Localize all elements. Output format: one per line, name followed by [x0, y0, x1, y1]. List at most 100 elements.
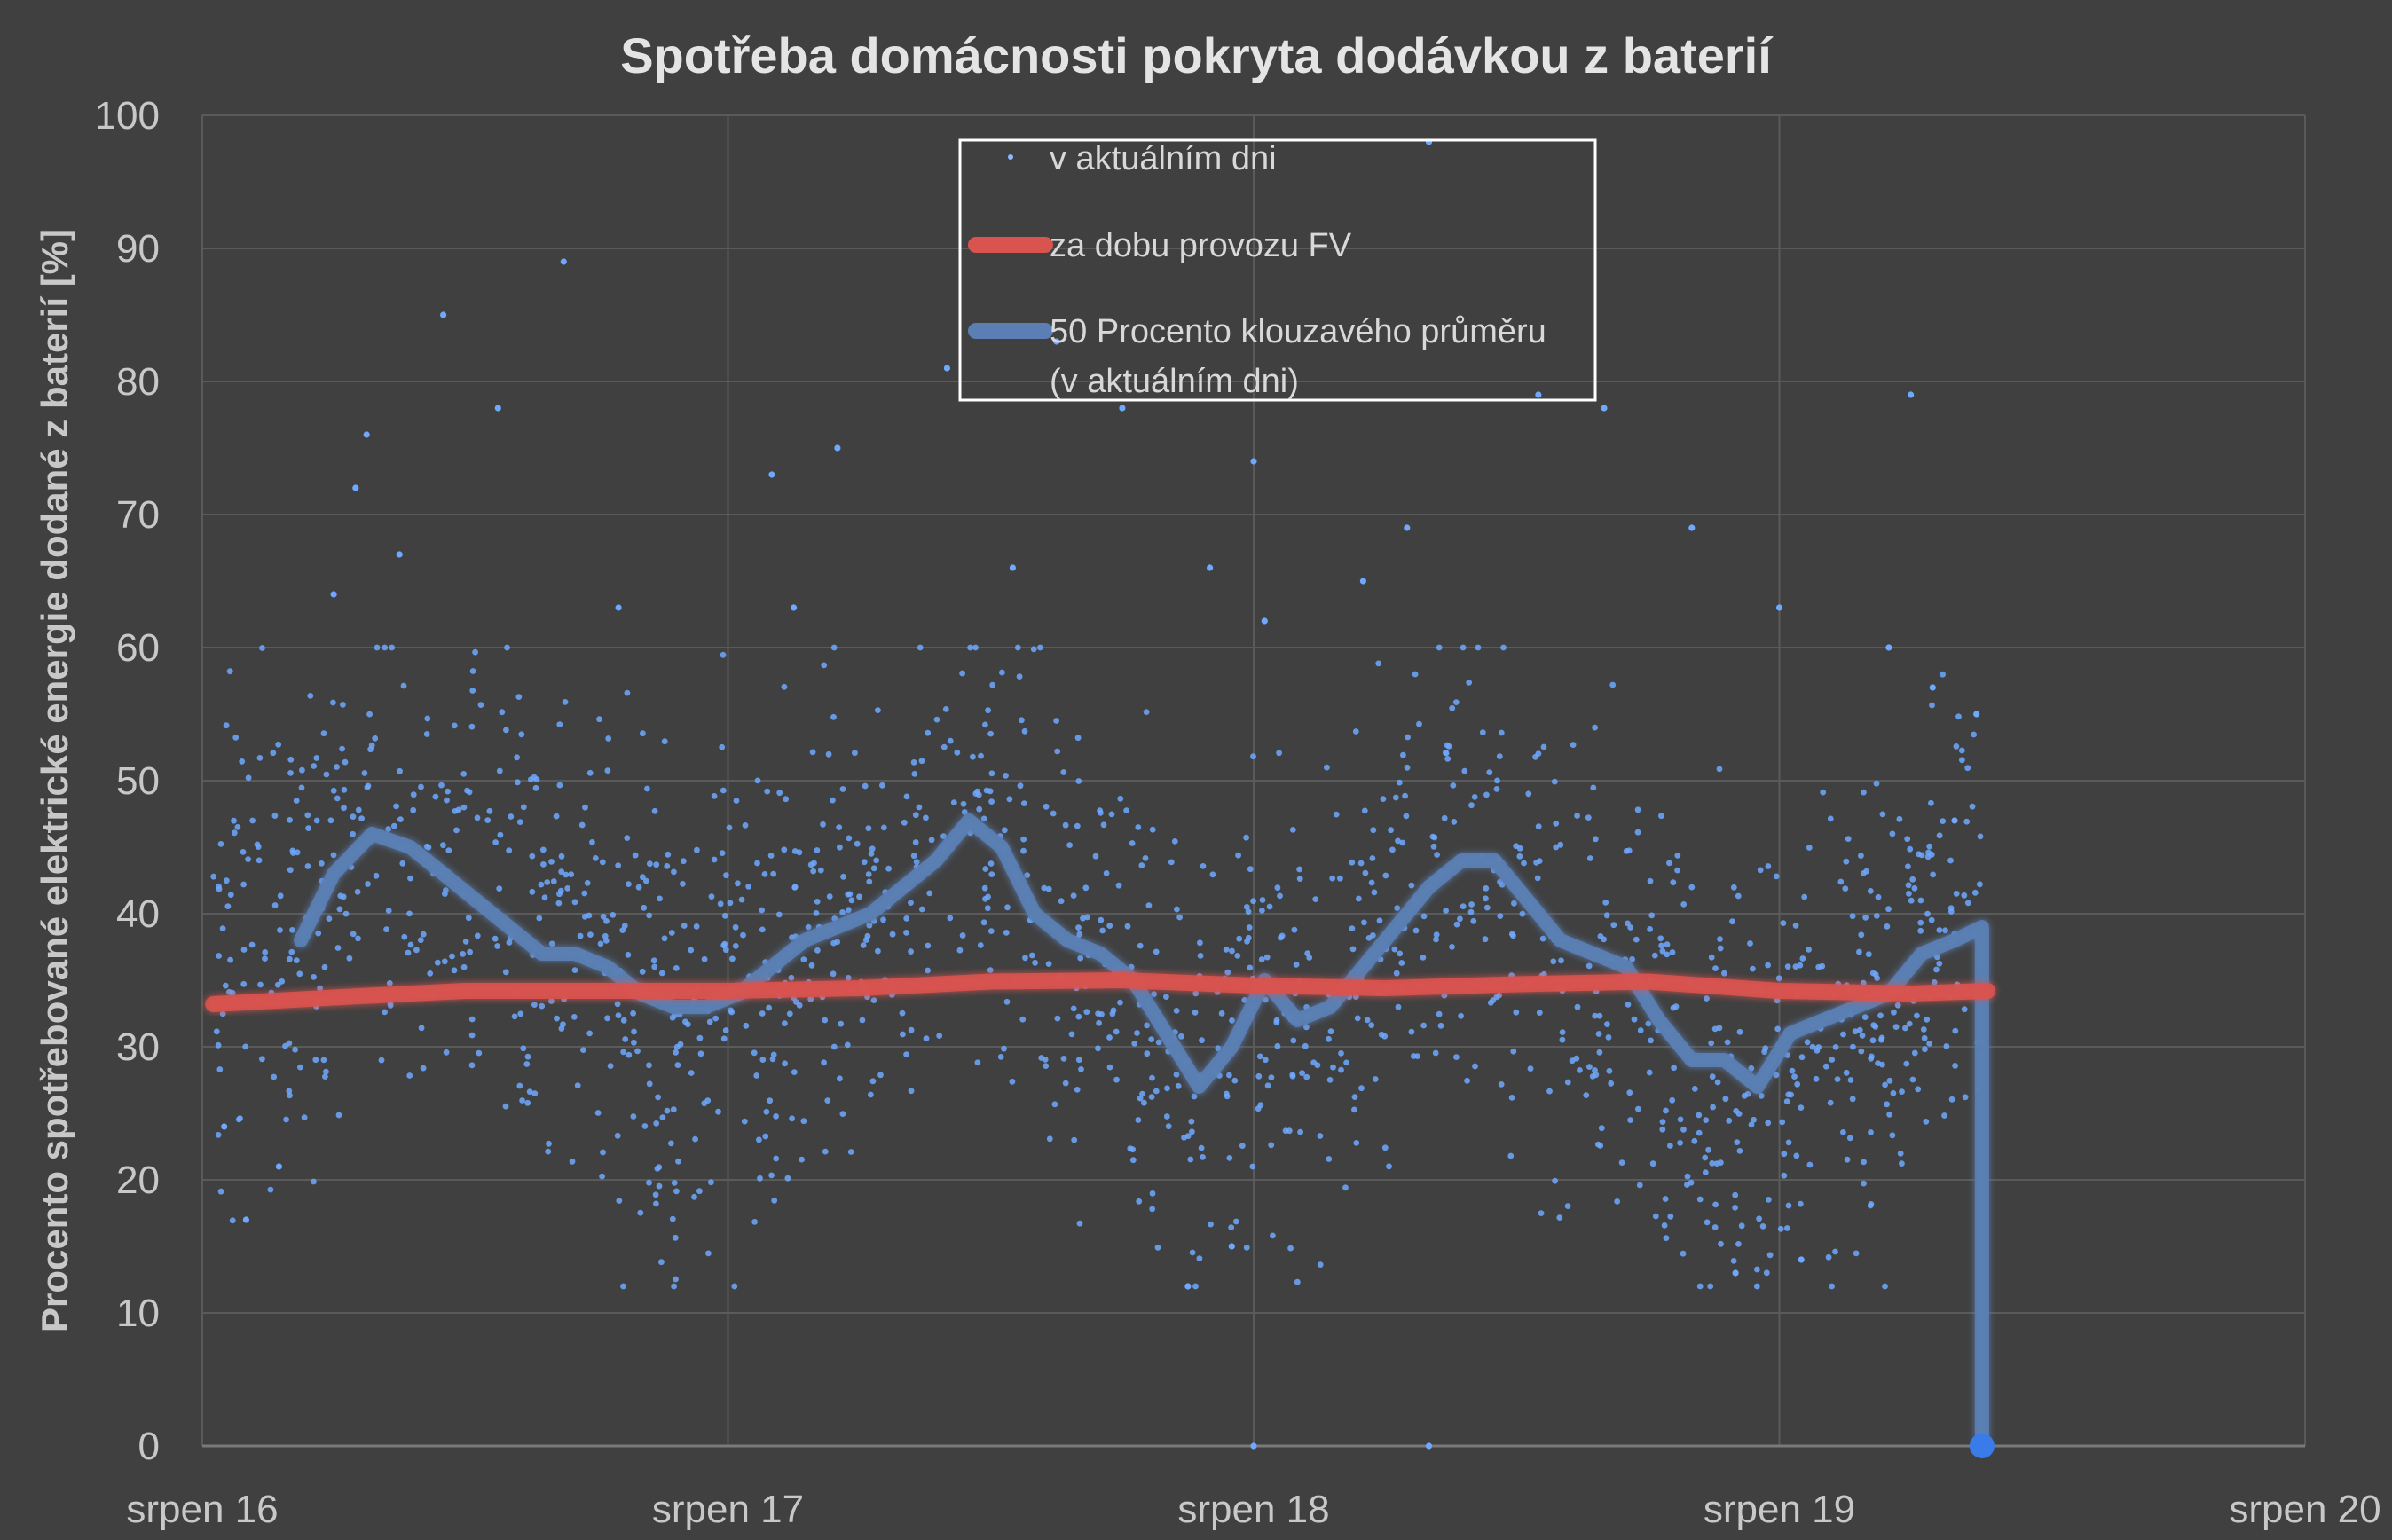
data-point — [1368, 1022, 1375, 1028]
data-point — [1634, 829, 1641, 836]
data-point — [1207, 564, 1214, 571]
data-point — [830, 1043, 838, 1050]
data-point — [1585, 814, 1592, 821]
data-point — [386, 980, 393, 986]
data-point — [372, 735, 379, 742]
data-point — [626, 1051, 633, 1058]
data-point — [719, 743, 726, 750]
data-point — [1798, 1256, 1805, 1263]
data-point — [830, 644, 838, 651]
data-point — [1197, 953, 1204, 959]
data-point — [451, 967, 458, 974]
data-point — [826, 893, 833, 900]
data-point — [581, 890, 588, 897]
data-point — [1471, 794, 1478, 800]
data-point — [1735, 1241, 1742, 1247]
data-point — [1535, 823, 1542, 830]
data-point — [1070, 1005, 1077, 1012]
scatter-points — [210, 138, 1987, 1450]
data-point — [1645, 1020, 1652, 1027]
data-point — [759, 1057, 767, 1063]
data-point — [1192, 1009, 1199, 1016]
data-point — [397, 816, 404, 822]
data-point — [799, 1156, 805, 1163]
data-point — [1084, 914, 1090, 921]
data-point — [877, 1072, 884, 1079]
data-point — [925, 942, 932, 949]
data-point — [1053, 718, 1059, 724]
data-point — [1878, 1034, 1885, 1041]
data-point — [621, 923, 628, 929]
data-point — [1806, 845, 1813, 851]
data-point — [1037, 644, 1043, 651]
data-point — [1289, 827, 1296, 833]
data-point — [821, 662, 828, 669]
data-point — [554, 1015, 560, 1022]
data-point — [1229, 947, 1235, 955]
data-point — [393, 803, 399, 810]
data-point — [287, 1092, 293, 1099]
data-point — [1187, 1156, 1194, 1163]
data-point — [1680, 901, 1688, 908]
data-point — [1516, 852, 1523, 860]
data-point — [364, 784, 371, 790]
data-point — [443, 887, 449, 893]
data-point — [330, 699, 336, 706]
data-point — [570, 1014, 578, 1020]
data-point — [651, 807, 658, 814]
data-point — [1669, 949, 1676, 955]
y-tick-label: 40 — [116, 892, 160, 936]
data-point — [814, 847, 821, 853]
data-point — [809, 749, 816, 756]
data-point — [1936, 927, 1943, 933]
data-point — [336, 906, 343, 913]
data-point — [532, 784, 539, 791]
data-point — [1906, 1020, 1913, 1027]
data-point — [1684, 1182, 1690, 1188]
data-point — [1444, 756, 1452, 762]
data-point — [1724, 1039, 1731, 1046]
data-point — [682, 1018, 688, 1025]
data-point — [1659, 1126, 1666, 1133]
data-point — [339, 745, 345, 752]
data-point — [506, 939, 513, 946]
data-point — [1814, 1047, 1821, 1054]
data-point — [1604, 1021, 1610, 1027]
data-point — [1460, 903, 1467, 909]
data-point — [1952, 1027, 1959, 1034]
data-point — [256, 857, 263, 864]
data-point — [1862, 914, 1869, 921]
data-point — [550, 878, 557, 884]
data-point — [1777, 1225, 1784, 1232]
data-point — [286, 1088, 293, 1095]
data-point — [985, 893, 991, 900]
data-point — [1609, 681, 1617, 688]
data-point — [1596, 1049, 1603, 1056]
data-point — [1892, 1024, 1900, 1030]
data-point — [630, 1113, 637, 1120]
data-point — [390, 822, 397, 829]
data-point — [587, 931, 594, 938]
data-point — [1414, 1053, 1420, 1059]
data-point — [467, 948, 473, 955]
data-point — [438, 782, 445, 789]
data-point — [1053, 338, 1060, 345]
data-point — [1510, 932, 1516, 939]
data-point — [740, 931, 746, 939]
data-point — [976, 805, 983, 813]
data-point — [474, 932, 481, 939]
data-point — [1472, 1063, 1478, 1070]
data-point — [520, 1045, 527, 1052]
data-point — [620, 1017, 627, 1024]
data-point — [783, 796, 790, 803]
data-point — [1708, 1040, 1715, 1047]
data-point — [1553, 821, 1560, 827]
data-point — [224, 903, 232, 909]
data-point — [1513, 843, 1520, 850]
data-point — [1936, 960, 1943, 967]
data-point — [1601, 405, 1608, 412]
data-point — [1840, 1129, 1846, 1135]
data-point — [586, 1030, 593, 1037]
data-point — [226, 668, 233, 675]
data-point — [1486, 769, 1493, 775]
